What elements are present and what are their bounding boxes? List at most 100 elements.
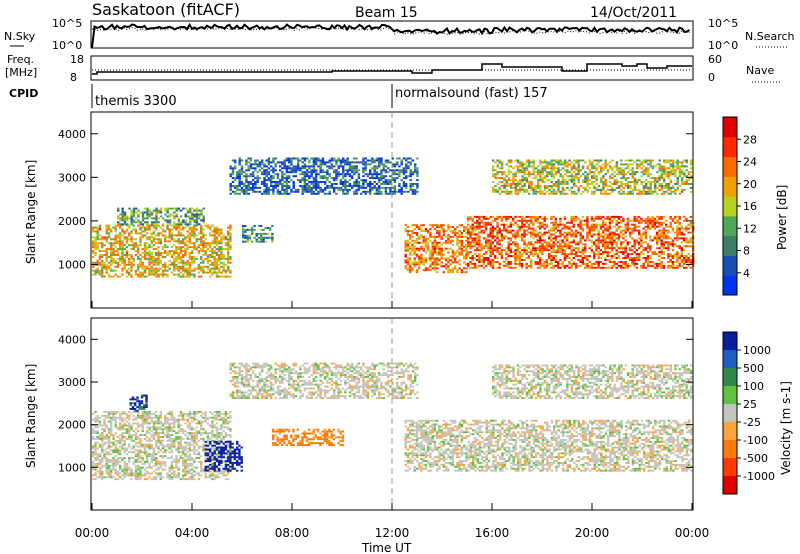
power-cell-2361 [433, 267, 437, 270]
power-cell-3572 [608, 251, 612, 254]
power-cell-3612 [613, 241, 616, 244]
power-cell-644 [184, 269, 187, 272]
power-cell-2703 [485, 264, 488, 267]
power-cell-1621 [317, 192, 320, 195]
power-cell-1910 [375, 183, 379, 185]
power-cell-2797 [496, 235, 499, 238]
power-cell-442 [155, 269, 158, 272]
power-cell-2291 [420, 228, 423, 231]
power-cell-2351 [431, 251, 434, 254]
power-cell-4799 [636, 165, 639, 168]
power-cell-3064 [536, 255, 540, 258]
power-cell-2963 [521, 233, 524, 236]
power-cell-4389 [546, 179, 549, 182]
power-cell-4367 [541, 177, 544, 180]
power-cell-4645 [602, 192, 605, 195]
power-cell-4167 [498, 167, 502, 170]
power-cell-398 [148, 238, 151, 241]
power-cell-2374 [433, 237, 437, 240]
power-cell-3915 [660, 264, 663, 267]
power-cell-3256 [563, 257, 567, 259]
power-cell-4221 [512, 181, 515, 183]
power-cell-1926 [378, 177, 381, 180]
power-cell-4346 [537, 171, 540, 174]
power-cell-2012 [396, 190, 399, 193]
power-cell-4021 [676, 253, 679, 256]
power-cell-2837 [503, 237, 506, 240]
power-cell-2002 [393, 186, 397, 189]
power-cell-3495 [597, 235, 600, 238]
power-cell-4565 [582, 159, 585, 162]
power-cell-2220 [409, 234, 412, 236]
power-cell-3696 [624, 225, 627, 228]
power-cell-1646 [321, 181, 325, 183]
power-cell-1563 [306, 165, 309, 168]
power-cell-651 [184, 248, 187, 251]
power-cell-4610 [593, 177, 596, 180]
power-cell-1998 [391, 157, 394, 160]
power-cell-3340 [575, 247, 578, 250]
power-cell-2958 [521, 253, 524, 256]
power-cell-3252 [561, 223, 564, 226]
power-cell-4048 [678, 217, 681, 220]
power-cell-389 [148, 261, 151, 264]
power-cell-943 [227, 267, 230, 270]
power-cell-1574 [308, 165, 311, 168]
power-cell-2372 [433, 241, 437, 244]
power-cell-1480 [290, 179, 293, 182]
power-cell-603 [177, 230, 180, 233]
power-cell-4500 [568, 179, 571, 182]
power-cell-4819 [642, 190, 646, 193]
power-cell-3067 [536, 247, 540, 250]
power-cell-1714 [335, 169, 338, 172]
power-cell-1248 [243, 175, 246, 178]
power-cell-293 [134, 271, 138, 274]
power-cell-2469 [449, 239, 452, 242]
power-cell-3176 [552, 259, 555, 261]
power-cell-2886 [509, 231, 513, 234]
power-cell-3823 [644, 225, 648, 228]
power-cell-1091 [166, 221, 169, 224]
power-cell-4311 [530, 185, 533, 187]
power-cell-3138 [545, 243, 549, 246]
power-cell-368 [143, 226, 147, 229]
power-cell-3883 [656, 264, 659, 267]
power-cell-688 [188, 238, 192, 241]
power-cell-1752 [342, 157, 345, 160]
power-cell-4744 [624, 177, 628, 180]
power-cell-2472 [449, 226, 452, 229]
power-cell-4524 [573, 175, 576, 178]
power-cell-705 [191, 232, 194, 235]
power-cell-2127 [248, 238, 252, 241]
power-cell-2681 [480, 231, 483, 234]
power-cell-2284 [420, 253, 423, 256]
power-cell-4222 [512, 179, 515, 182]
power-cell-3225 [559, 259, 562, 261]
power-cell-3867 [651, 219, 654, 222]
power-cell-4116 [689, 215, 693, 218]
power-cell-3868 [651, 217, 654, 220]
power-cell-1263 [245, 159, 248, 162]
power-cell-2607 [471, 241, 474, 244]
power-cell-3223 [559, 266, 562, 269]
power-cell-888 [218, 257, 221, 260]
power-cell-478 [159, 261, 162, 264]
power-cell-4188 [505, 192, 508, 195]
power-cell-2679 [480, 245, 483, 248]
power-cell-2602 [471, 262, 474, 265]
power-cell-693 [188, 226, 192, 229]
power-cell-3024 [530, 235, 533, 238]
power-cell-2042 [402, 181, 406, 183]
power-cell-88 [103, 244, 106, 247]
power-cell-3545 [604, 233, 607, 236]
power-cell-3933 [660, 215, 663, 218]
power-cell-1683 [328, 165, 331, 168]
power-cell-4404 [548, 163, 551, 166]
power-cell-3944 [662, 235, 666, 238]
power-cell-4269 [521, 171, 524, 174]
power-cell-4601 [591, 167, 594, 170]
power-cell-4456 [559, 192, 562, 195]
power-cell-2600 [469, 215, 472, 218]
power-cell-3662 [620, 229, 623, 232]
power-cell-4288 [525, 181, 529, 183]
